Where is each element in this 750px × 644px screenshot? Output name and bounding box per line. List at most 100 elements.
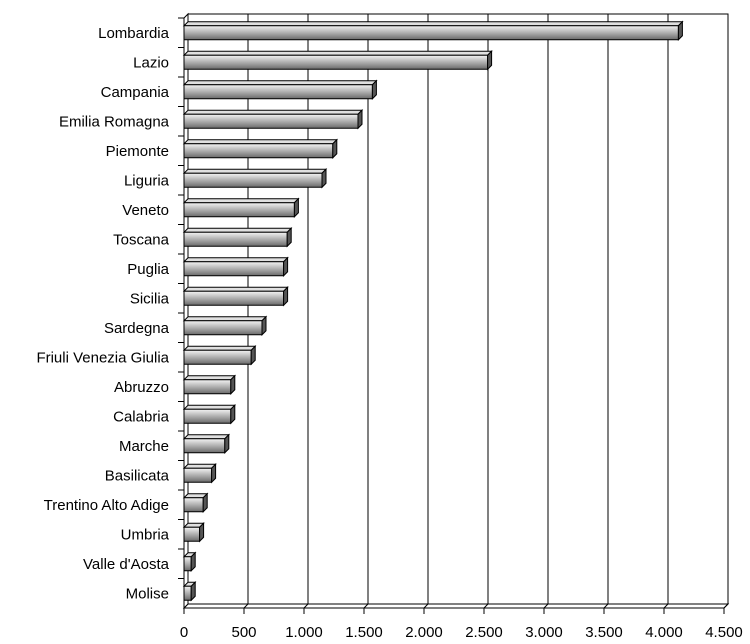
bar bbox=[182, 197, 300, 218]
bar bbox=[182, 79, 378, 100]
bar-top-face bbox=[182, 463, 217, 469]
category-label: Basilicata bbox=[105, 467, 170, 484]
bar-front-face bbox=[183, 526, 201, 542]
plot-back-wall bbox=[182, 13, 730, 609]
bar-front-face bbox=[183, 408, 232, 424]
bar-end-face bbox=[199, 522, 205, 543]
x-tick-label: 2.000 bbox=[405, 624, 443, 641]
gridline-depth bbox=[483, 603, 489, 609]
bar-end-face bbox=[250, 345, 256, 366]
bar-front-face bbox=[183, 585, 192, 601]
bar-end-face bbox=[357, 109, 363, 130]
axes bbox=[178, 12, 725, 614]
bar-front-face bbox=[183, 467, 213, 483]
x-tick-label: 1.500 bbox=[345, 624, 383, 641]
bar-end-face bbox=[487, 50, 493, 71]
gridline-depth bbox=[603, 603, 609, 609]
category-label: Emilia Romagna bbox=[59, 113, 170, 130]
gridline-depth bbox=[363, 603, 369, 609]
y-axis-wall bbox=[183, 12, 189, 610]
category-label: Toscana bbox=[113, 231, 170, 248]
bar-front-face bbox=[183, 54, 489, 70]
bar-top-face bbox=[182, 257, 289, 263]
bar bbox=[182, 374, 237, 395]
bar-front-face bbox=[183, 438, 226, 454]
bars bbox=[182, 20, 684, 602]
bar-front-face bbox=[183, 497, 204, 513]
bar-end-face bbox=[321, 168, 327, 189]
bar-front-face bbox=[183, 290, 285, 306]
bar-front-face bbox=[183, 556, 192, 572]
plot-floor bbox=[182, 603, 730, 609]
x-tick-label: 3.000 bbox=[525, 624, 563, 641]
x-tick-label: 4.000 bbox=[645, 624, 683, 641]
bar-top-face bbox=[182, 404, 237, 410]
category-label: Friuli Venezia Giulia bbox=[36, 349, 169, 366]
bar-top-face bbox=[182, 198, 300, 204]
bar-front-face bbox=[183, 231, 288, 247]
bar-top-face bbox=[182, 109, 364, 115]
bar-end-face bbox=[224, 433, 230, 454]
gridline-depth bbox=[723, 603, 729, 609]
category-label: Marche bbox=[119, 438, 169, 455]
bar-end-face bbox=[293, 197, 299, 218]
bar-top-face bbox=[182, 80, 378, 86]
bar-end-face bbox=[332, 138, 338, 159]
bar bbox=[182, 463, 217, 484]
bar-end-face bbox=[202, 492, 208, 513]
category-label: Lombardia bbox=[98, 25, 170, 42]
bar-end-face bbox=[286, 227, 292, 248]
bar-top-face bbox=[182, 375, 237, 381]
x-tick-label: 4.500 bbox=[705, 624, 743, 641]
bar bbox=[182, 551, 197, 572]
bar-top-face bbox=[182, 345, 257, 351]
bar-end-face bbox=[211, 463, 217, 484]
bar-end-face bbox=[283, 286, 289, 307]
bar bbox=[182, 168, 328, 189]
bar-front-face bbox=[183, 261, 285, 277]
category-label: Umbria bbox=[121, 526, 170, 543]
category-label: Calabria bbox=[113, 408, 170, 425]
bar-top-face bbox=[182, 21, 684, 27]
bar bbox=[182, 492, 209, 513]
bar bbox=[182, 256, 289, 277]
category-label: Puglia bbox=[127, 261, 169, 278]
bar-top-face bbox=[182, 168, 328, 174]
bar bbox=[182, 20, 684, 41]
bar-end-face bbox=[261, 315, 267, 336]
bar bbox=[182, 286, 289, 307]
x-tick-label: 0 bbox=[180, 624, 188, 641]
bar-end-face bbox=[283, 256, 289, 277]
bar-front-face bbox=[183, 202, 295, 218]
x-tick-label: 500 bbox=[231, 624, 256, 641]
bar-end-face bbox=[230, 404, 236, 425]
bar-front-face bbox=[183, 25, 679, 41]
category-label: Liguria bbox=[124, 172, 170, 189]
category-label: Lazio bbox=[133, 54, 169, 71]
bar bbox=[182, 433, 231, 454]
gridline-depth bbox=[243, 603, 249, 609]
bar bbox=[182, 345, 257, 366]
bar-top-face bbox=[182, 316, 268, 322]
category-label: Trentino Alto Adige bbox=[44, 497, 169, 514]
category-label: Campania bbox=[101, 84, 170, 101]
category-label: Piemonte bbox=[106, 143, 169, 160]
bar-top-face bbox=[182, 286, 289, 292]
category-label: Abruzzo bbox=[114, 379, 169, 396]
gridline-depth bbox=[663, 603, 669, 609]
bar-front-face bbox=[183, 84, 373, 100]
bar-top-face bbox=[182, 139, 339, 145]
x-tick-label: 1.000 bbox=[285, 624, 323, 641]
bar-front-face bbox=[183, 349, 252, 365]
bar-top-face bbox=[182, 50, 493, 56]
bar-top-face bbox=[182, 227, 293, 233]
plot-area-border bbox=[187, 13, 729, 605]
x-tick-label: 2.500 bbox=[465, 624, 503, 641]
gridline-depth bbox=[303, 603, 309, 609]
bar-front-face bbox=[183, 113, 359, 129]
bar bbox=[182, 138, 339, 159]
bar-front-face bbox=[183, 320, 263, 336]
bar-end-face bbox=[190, 581, 196, 602]
x-tick-label: 3.500 bbox=[585, 624, 623, 641]
